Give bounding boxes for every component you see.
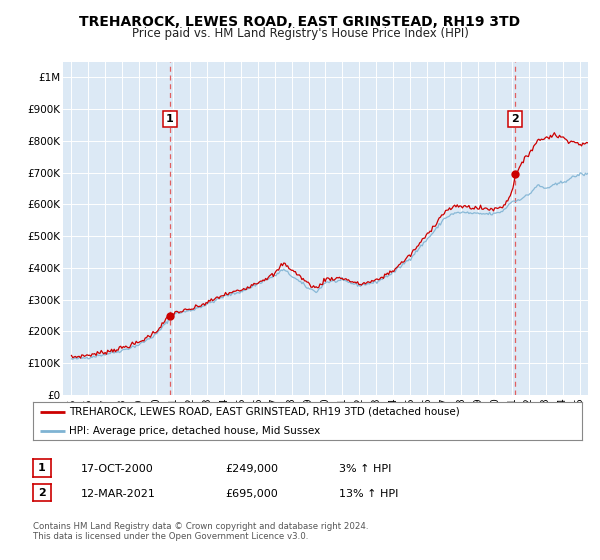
Text: 12-MAR-2021: 12-MAR-2021	[81, 489, 156, 499]
Text: 13% ↑ HPI: 13% ↑ HPI	[339, 489, 398, 499]
Text: 3% ↑ HPI: 3% ↑ HPI	[339, 464, 391, 474]
Text: 1: 1	[38, 463, 46, 473]
Text: Contains HM Land Registry data © Crown copyright and database right 2024.
This d: Contains HM Land Registry data © Crown c…	[33, 522, 368, 542]
Text: HPI: Average price, detached house, Mid Sussex: HPI: Average price, detached house, Mid …	[68, 426, 320, 436]
Text: £695,000: £695,000	[225, 489, 278, 499]
Text: TREHAROCK, LEWES ROAD, EAST GRINSTEAD, RH19 3TD (detached house): TREHAROCK, LEWES ROAD, EAST GRINSTEAD, R…	[68, 407, 460, 417]
Text: 1: 1	[166, 114, 173, 124]
Text: TREHAROCK, LEWES ROAD, EAST GRINSTEAD, RH19 3TD: TREHAROCK, LEWES ROAD, EAST GRINSTEAD, R…	[79, 15, 521, 29]
Text: 17-OCT-2000: 17-OCT-2000	[81, 464, 154, 474]
Text: £249,000: £249,000	[225, 464, 278, 474]
Text: 2: 2	[38, 488, 46, 497]
Text: 2: 2	[511, 114, 519, 124]
Text: Price paid vs. HM Land Registry's House Price Index (HPI): Price paid vs. HM Land Registry's House …	[131, 27, 469, 40]
